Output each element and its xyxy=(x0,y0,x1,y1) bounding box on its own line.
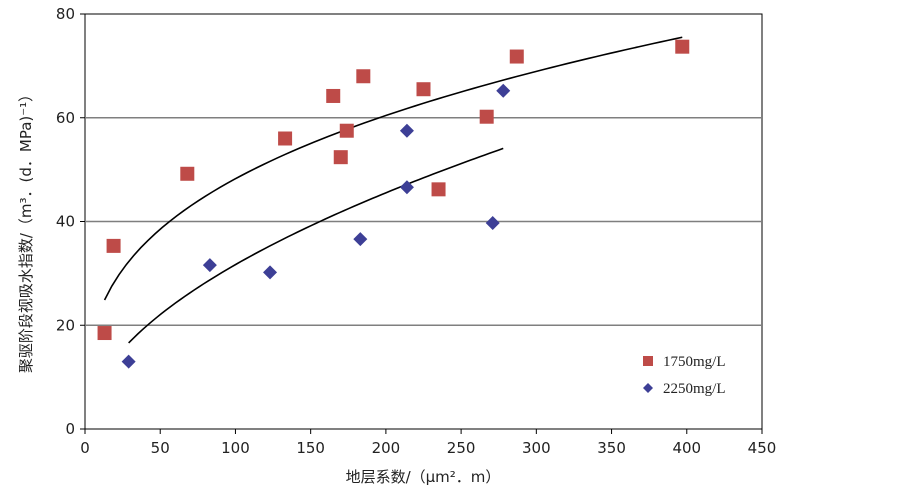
x-tick-label-150: 150 xyxy=(296,439,325,457)
point-s1-5 xyxy=(399,180,414,195)
point-s0-2 xyxy=(180,166,195,181)
point-s0-7 xyxy=(356,69,371,84)
point-s0-4 xyxy=(326,88,341,103)
y-axis-title: 聚驱阶段视吸水指数/（m³．(d．MPa)⁻¹） xyxy=(17,87,35,373)
trend-lines xyxy=(103,36,683,344)
x-tick-label-300: 300 xyxy=(522,439,551,457)
trend-line-1 xyxy=(128,147,504,344)
x-tick-label-200: 200 xyxy=(372,439,401,457)
point-s0-3 xyxy=(278,131,293,146)
legend-marker-2250 xyxy=(643,383,653,393)
legend-label-1750: 1750mg/L xyxy=(663,354,726,370)
point-s1-7 xyxy=(496,83,511,98)
point-s1-2 xyxy=(263,265,278,280)
point-s1-4 xyxy=(399,123,414,138)
gridlines xyxy=(85,117,762,326)
point-s0-5 xyxy=(333,150,348,165)
y-tick-label-20: 20 xyxy=(56,316,75,334)
point-s1-3 xyxy=(353,232,368,247)
x-tick-label-100: 100 xyxy=(221,439,250,457)
point-s1-6 xyxy=(485,216,500,231)
point-s0-12 xyxy=(675,39,690,54)
point-s1-1 xyxy=(202,258,217,273)
data-points xyxy=(97,39,690,369)
legend-marker-1750 xyxy=(643,356,653,366)
legend: 1750mg/L 2250mg/L xyxy=(643,354,726,397)
x-tick-label-350: 350 xyxy=(597,439,626,457)
point-s0-9 xyxy=(431,182,446,197)
y-tick-label-40: 40 xyxy=(56,213,75,231)
point-s0-6 xyxy=(339,123,354,138)
x-tick-label-50: 50 xyxy=(151,439,170,457)
point-s0-10 xyxy=(479,109,494,124)
x-tick-label-450: 450 xyxy=(748,439,777,457)
y-axis-ticks: 0 20 40 60 80 xyxy=(56,5,85,438)
point-s1-0 xyxy=(121,354,136,369)
y-tick-label-80: 80 xyxy=(56,5,75,23)
point-s0-1 xyxy=(106,238,121,253)
point-s0-11 xyxy=(509,49,524,64)
x-axis-title: 地层系数/（μm²．m） xyxy=(346,468,501,486)
point-s0-0 xyxy=(97,326,112,341)
y-tick-label-0: 0 xyxy=(65,420,75,438)
point-s0-8 xyxy=(416,82,431,97)
legend-label-2250: 2250mg/L xyxy=(663,381,726,397)
x-tick-label-400: 400 xyxy=(672,439,701,457)
y-tick-label-60: 60 xyxy=(56,109,75,127)
trend-line-0 xyxy=(103,36,683,301)
x-axis-ticks: 0 50 100 150 200 250 300 350 400 450 xyxy=(80,429,776,457)
x-tick-label-0: 0 xyxy=(80,439,90,457)
x-tick-label-250: 250 xyxy=(447,439,476,457)
